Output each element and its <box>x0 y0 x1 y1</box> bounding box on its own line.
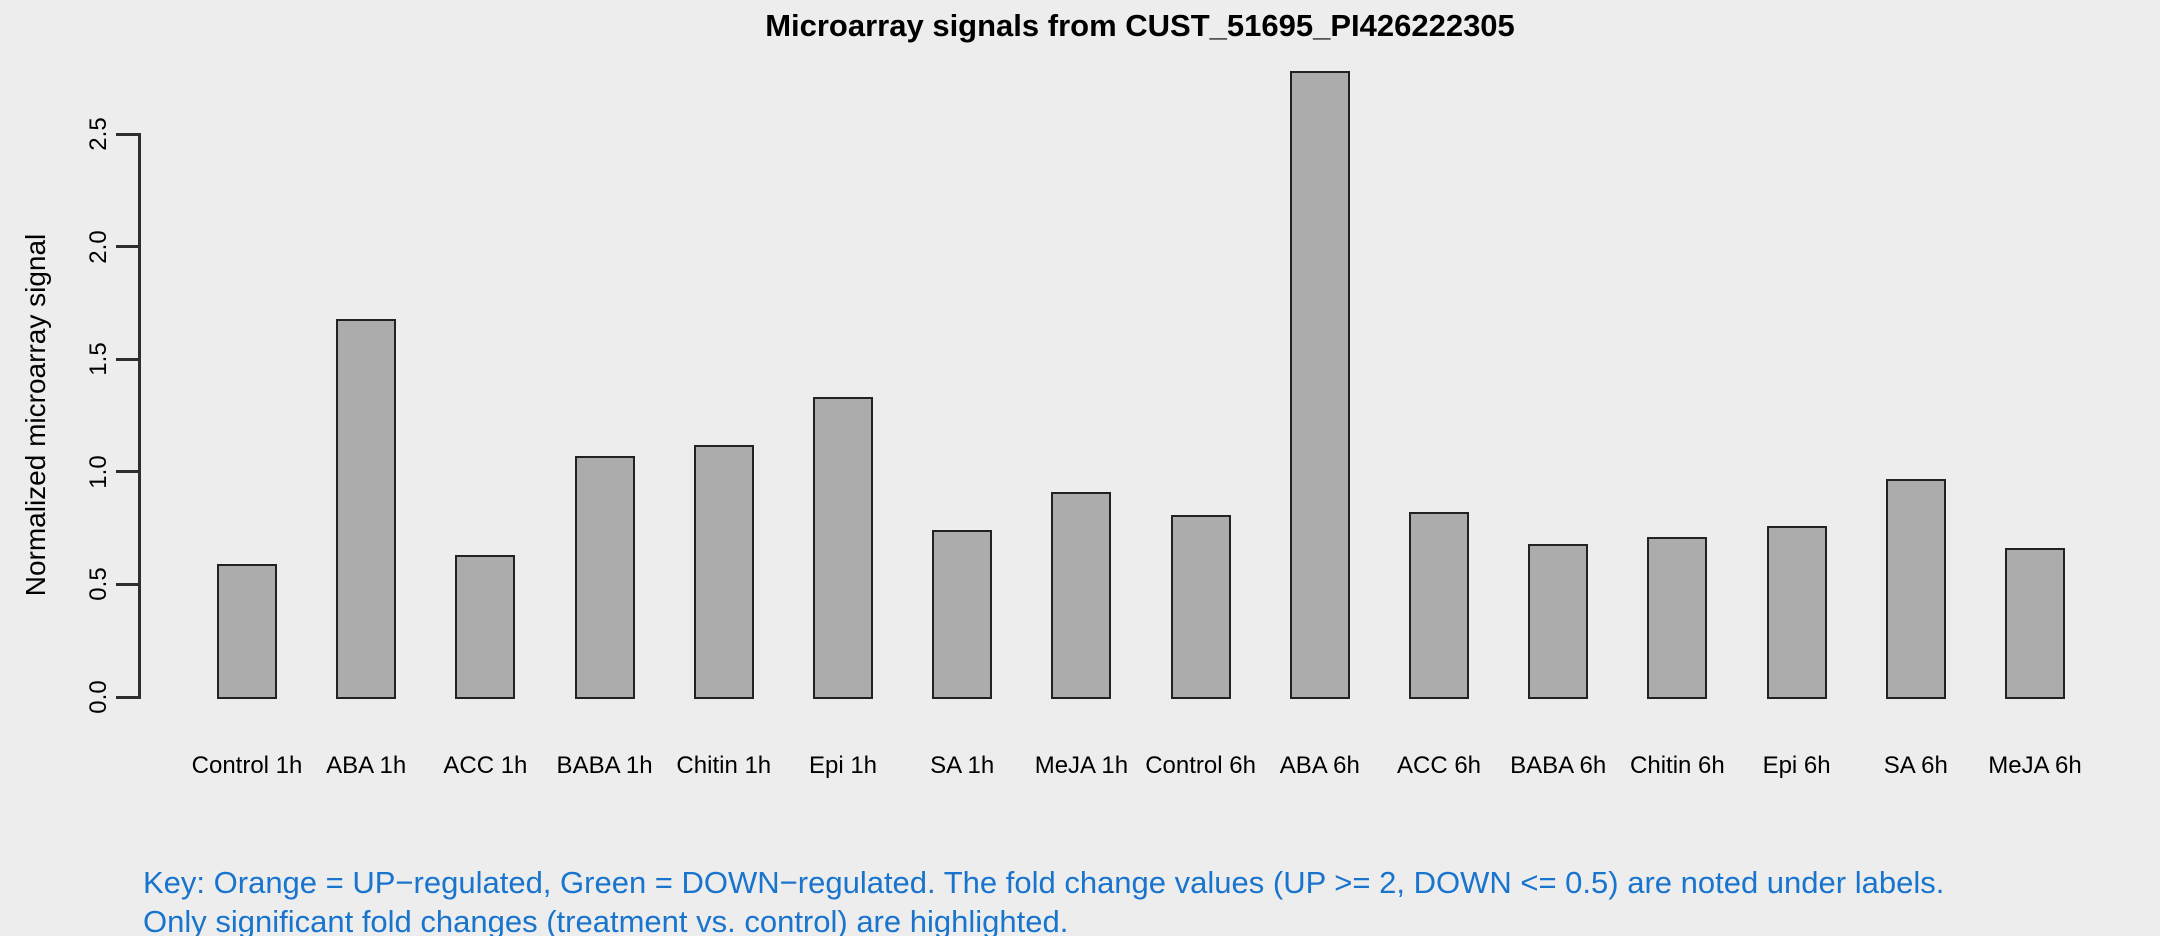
bar-baba-1h <box>575 456 635 699</box>
key-note-line2: Only significant fold changes (treatment… <box>143 903 1069 936</box>
bar-aba-1h <box>336 319 396 699</box>
y-tick-label-0.0: 0.0 <box>85 680 112 714</box>
key-note: Key: Orange = UP−regulated, Green = DOWN… <box>143 864 1944 936</box>
x-label-chitin-6h: Chitin 6h <box>1630 752 1725 779</box>
y-tick-mark-0.0 <box>116 695 138 699</box>
y-tick-label-2.0: 2.0 <box>85 229 112 264</box>
y-tick-label-2.5: 2.5 <box>85 117 112 151</box>
bar-aba-6h <box>1290 71 1350 699</box>
bar-acc-1h <box>455 555 515 699</box>
y-tick-label-1.5: 1.5 <box>85 342 112 376</box>
x-label-aba-6h: ABA 6h <box>1279 752 1360 779</box>
x-label-epi-1h: Epi 1h <box>808 752 878 779</box>
y-tick-mark-0.5 <box>116 582 138 586</box>
bar-baba-6h <box>1528 544 1588 699</box>
bar-chitin-1h <box>694 445 754 699</box>
y-tick-mark-1.0 <box>116 470 138 474</box>
bar-control-6h <box>1171 515 1231 699</box>
x-label-baba-6h: BABA 6h <box>1510 752 1607 779</box>
y-axis-line <box>138 133 141 699</box>
y-axis-title: Normalized microarray signal <box>20 233 51 597</box>
bar-chitin-6h <box>1647 537 1707 699</box>
y-tick-mark-2.5 <box>116 132 138 136</box>
y-tick-mark-1.5 <box>116 357 138 361</box>
y-tick-label-0.5: 0.5 <box>85 567 112 602</box>
x-label-chitin-1h: Chitin 1h <box>676 752 772 779</box>
bar-meja-1h <box>1051 492 1111 699</box>
chart-title: Microarray signals from CUST_51695_PI426… <box>765 8 1515 43</box>
x-label-control-6h: Control 6h <box>1145 752 1256 779</box>
bar-control-1h <box>217 564 277 699</box>
x-label-baba-1h: BABA 1h <box>556 752 653 779</box>
y-tick-mark-2.0 <box>116 245 138 249</box>
bar-meja-6h <box>2005 548 2065 699</box>
x-label-control-1h: Control 1h <box>191 752 303 779</box>
x-label-aba-1h: ABA 1h <box>326 752 407 779</box>
x-label-meja-1h: MeJA 1h <box>1034 752 1129 779</box>
x-label-sa-1h: SA 1h <box>930 752 995 779</box>
bar-acc-6h <box>1409 512 1469 699</box>
y-tick-label-1.0: 1.0 <box>85 455 112 489</box>
bar-epi-6h <box>1767 526 1827 699</box>
x-label-epi-6h: Epi 6h <box>1762 752 1831 779</box>
bar-sa-6h <box>1886 479 1946 699</box>
key-note-line1: Key: Orange = UP−regulated, Green = DOWN… <box>143 865 1945 900</box>
x-label-acc-1h: ACC 1h <box>443 752 528 779</box>
bar-sa-1h <box>932 530 992 699</box>
x-label-acc-6h: ACC 6h <box>1396 752 1482 779</box>
x-label-meja-6h: MeJA 6h <box>1988 752 2082 779</box>
bar-epi-1h <box>813 397 873 699</box>
x-label-sa-6h: SA 6h <box>1883 752 1948 779</box>
